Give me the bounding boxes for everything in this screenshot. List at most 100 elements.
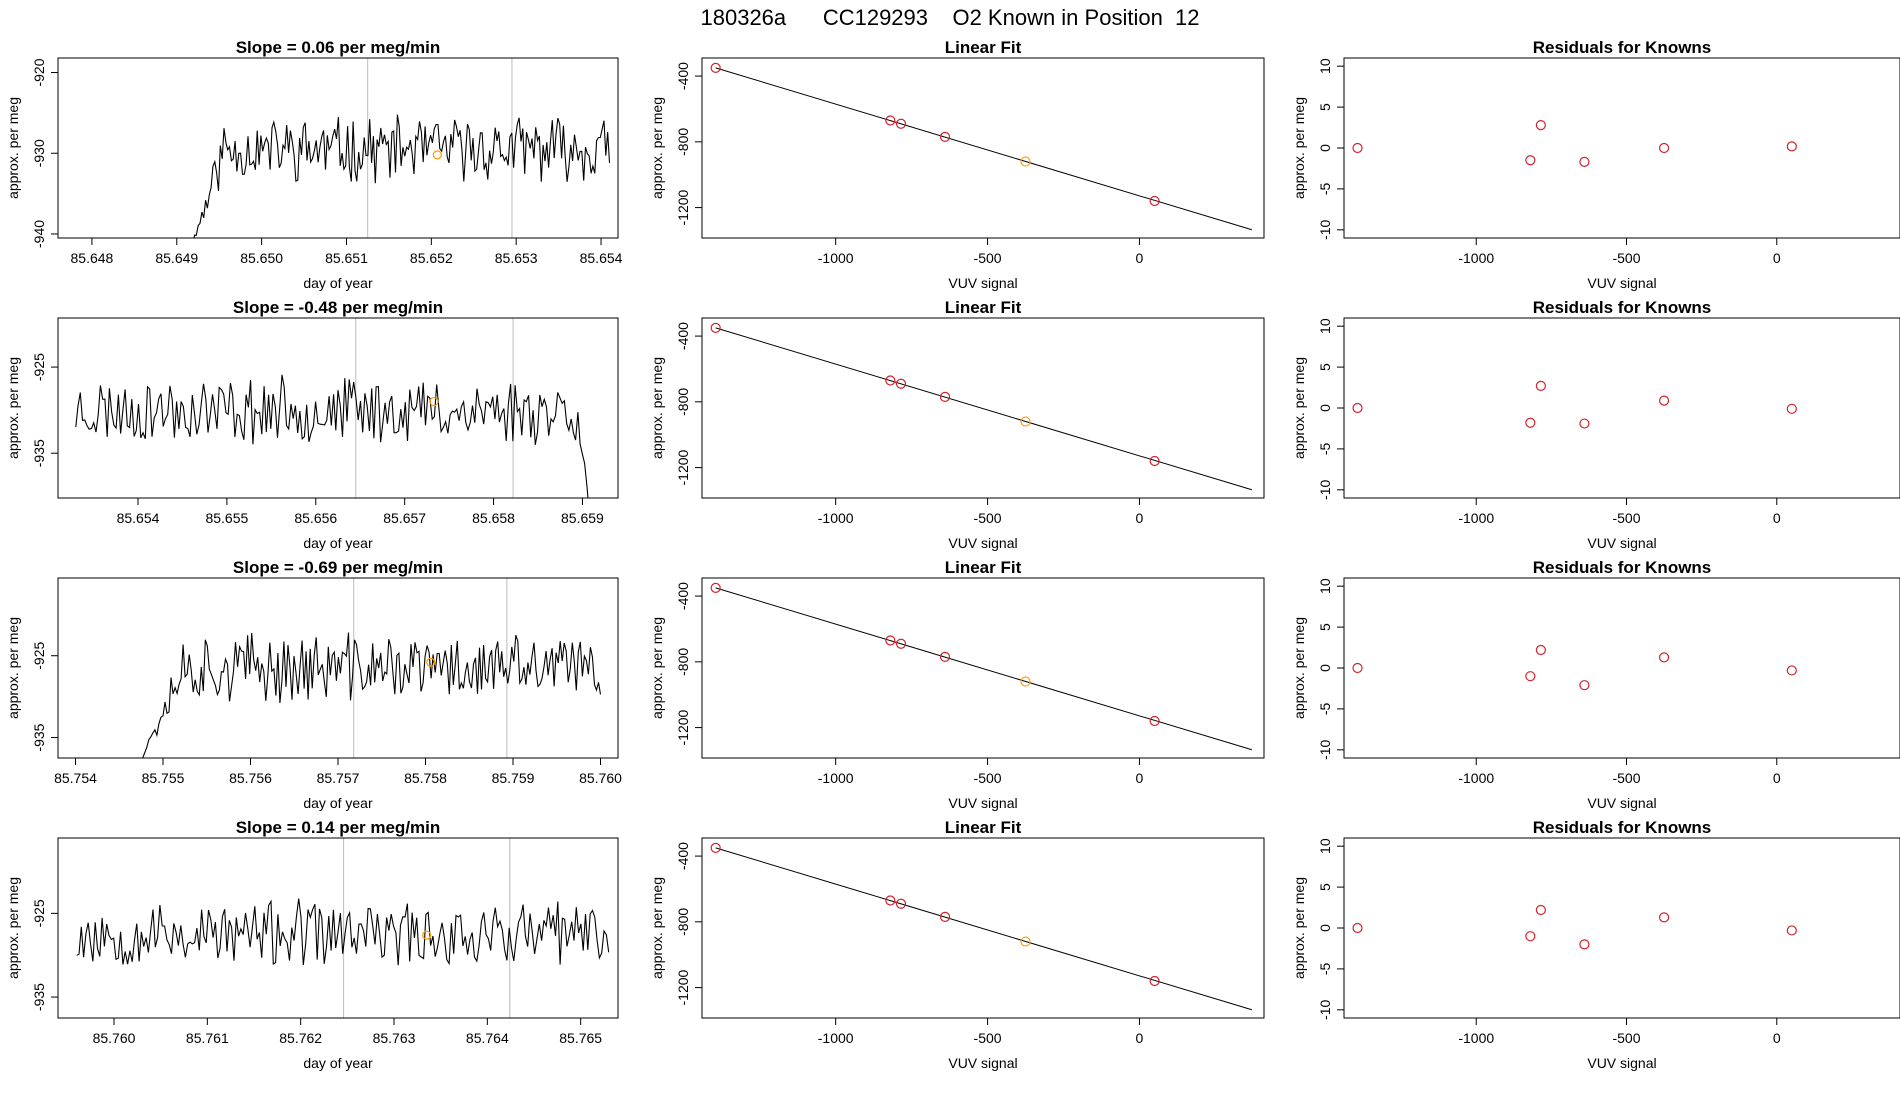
x-axis-label: day of year [303, 275, 373, 291]
y-tick-label: 5 [1317, 363, 1333, 371]
known-point-marker [1149, 975, 1160, 987]
y-tick-label: -10 [1317, 999, 1333, 1019]
x-tick-label: 0 [1773, 510, 1781, 526]
x-tick-label: 85.757 [317, 770, 360, 786]
y-tick-label: 5 [1317, 623, 1333, 631]
y-axis-label: approx. per meg [649, 877, 665, 979]
sample-point-marker [1020, 156, 1031, 167]
panel-frame [57, 837, 619, 1019]
x-axis-label: VUV signal [1587, 275, 1656, 291]
y-tick-label: -935 [31, 439, 47, 467]
panel-scatter-row-4: Residuals for Knowns VUV signal approx. pe… [1291, 818, 1900, 1071]
y-axis-label: approx. per meg [649, 97, 665, 199]
known-point-marker [939, 651, 951, 663]
x-tick-label: 0 [1136, 770, 1144, 786]
x-tick-label: 0 [1773, 250, 1781, 266]
plot-area [1352, 644, 1797, 691]
y-axis-label: approx. per meg [5, 357, 21, 459]
x-tick-label: 85.648 [71, 250, 114, 266]
x-tick-label: -1000 [1458, 510, 1494, 526]
x-axis-label: VUV signal [1587, 795, 1656, 811]
known-point-marker [885, 375, 896, 386]
known-point-marker [1149, 455, 1160, 467]
known-point-marker [885, 115, 896, 126]
known-point-marker [939, 131, 951, 143]
panel-scatter_fit-row-3: Linear Fit VUV signal approx. per meg -1000… [649, 558, 1265, 811]
panel-frame [1343, 57, 1900, 239]
known-point-marker [710, 62, 721, 73]
known-point-marker [1786, 665, 1797, 676]
y-axis-label: approx. per meg [1291, 617, 1307, 719]
y-axis-label: approx. per meg [1291, 877, 1307, 979]
x-tick-label: 85.759 [492, 770, 535, 786]
x-tick-label: 85.756 [229, 770, 272, 786]
known-point-marker [1535, 380, 1546, 392]
y-tick-label: 5 [1317, 103, 1333, 111]
known-point-marker [1149, 715, 1160, 727]
x-tick-label: 85.657 [383, 510, 426, 526]
x-tick-label: 85.651 [325, 250, 368, 266]
plot-area [710, 322, 1252, 491]
plot-area [1352, 119, 1797, 168]
y-tick-label: -400 [675, 582, 691, 610]
x-tick-label: 0 [1136, 1030, 1144, 1046]
y-tick-label: -925 [31, 642, 47, 670]
known-point-marker [1352, 922, 1363, 934]
known-point-marker [1535, 904, 1546, 916]
panel-scatter_fit-row-4: Linear Fit VUV signal approx. per meg -1000… [649, 818, 1265, 1071]
plot-area [142, 578, 602, 758]
x-tick-label: 85.755 [142, 770, 185, 786]
panel-frame [1343, 577, 1900, 759]
known-point-marker [1535, 119, 1546, 131]
known-point-marker [885, 635, 896, 646]
known-point-marker [895, 378, 907, 389]
panel-title: Residuals for Knowns [1533, 38, 1712, 57]
x-axis-label: VUV signal [1587, 535, 1656, 551]
known-point-marker [1658, 912, 1670, 923]
y-tick-label: -400 [675, 322, 691, 350]
x-tick-label: 85.654 [117, 510, 160, 526]
known-point-marker [1579, 939, 1590, 950]
y-tick-label: -400 [675, 842, 691, 870]
x-tick-label: 85.652 [410, 250, 453, 266]
fit-line [715, 587, 1252, 751]
known-point-marker [885, 895, 896, 906]
x-tick-label: -1000 [818, 250, 854, 266]
known-point-marker [1579, 418, 1590, 429]
known-point-marker [710, 582, 721, 593]
y-tick-label: -10 [1317, 219, 1333, 239]
x-tick-label: 85.656 [294, 510, 337, 526]
x-tick-label: 85.654 [580, 250, 623, 266]
known-point-marker [710, 322, 721, 333]
data-series-line [142, 632, 602, 758]
panel-frame [701, 57, 1265, 239]
y-tick-label: -1200 [675, 189, 691, 225]
x-tick-label: 0 [1773, 1030, 1781, 1046]
x-tick-label: 85.659 [561, 510, 604, 526]
known-point-marker [1535, 644, 1546, 656]
x-axis-label: day of year [303, 795, 373, 811]
panel-scatter_fit-row-2: Linear Fit VUV signal approx. per meg -1000… [649, 298, 1265, 551]
plot-area [75, 318, 589, 498]
x-tick-label: -500 [974, 1030, 1002, 1046]
panel-title: Residuals for Knowns [1533, 558, 1712, 577]
known-point-marker [1786, 925, 1797, 936]
y-tick-label: -1200 [675, 709, 691, 745]
y-tick-label: -925 [31, 899, 47, 927]
y-tick-label: 5 [1317, 883, 1333, 891]
y-tick-label: 0 [1317, 144, 1333, 152]
panel-frame [701, 837, 1265, 1019]
x-tick-label: 85.762 [279, 1030, 322, 1046]
x-axis-label: VUV signal [1587, 1055, 1656, 1071]
y-tick-label: 10 [1317, 58, 1333, 74]
y-tick-label: 0 [1317, 924, 1333, 932]
known-point-marker [1786, 403, 1797, 414]
y-tick-label: -940 [31, 220, 47, 248]
sample-point-marker [1020, 416, 1031, 427]
sample-point-marker [1020, 936, 1031, 947]
x-tick-label: -1000 [1458, 770, 1494, 786]
x-tick-label: 85.761 [186, 1030, 229, 1046]
y-axis-label: approx. per meg [649, 617, 665, 719]
y-tick-label: -800 [675, 388, 691, 416]
y-axis-label: approx. per meg [5, 97, 21, 199]
